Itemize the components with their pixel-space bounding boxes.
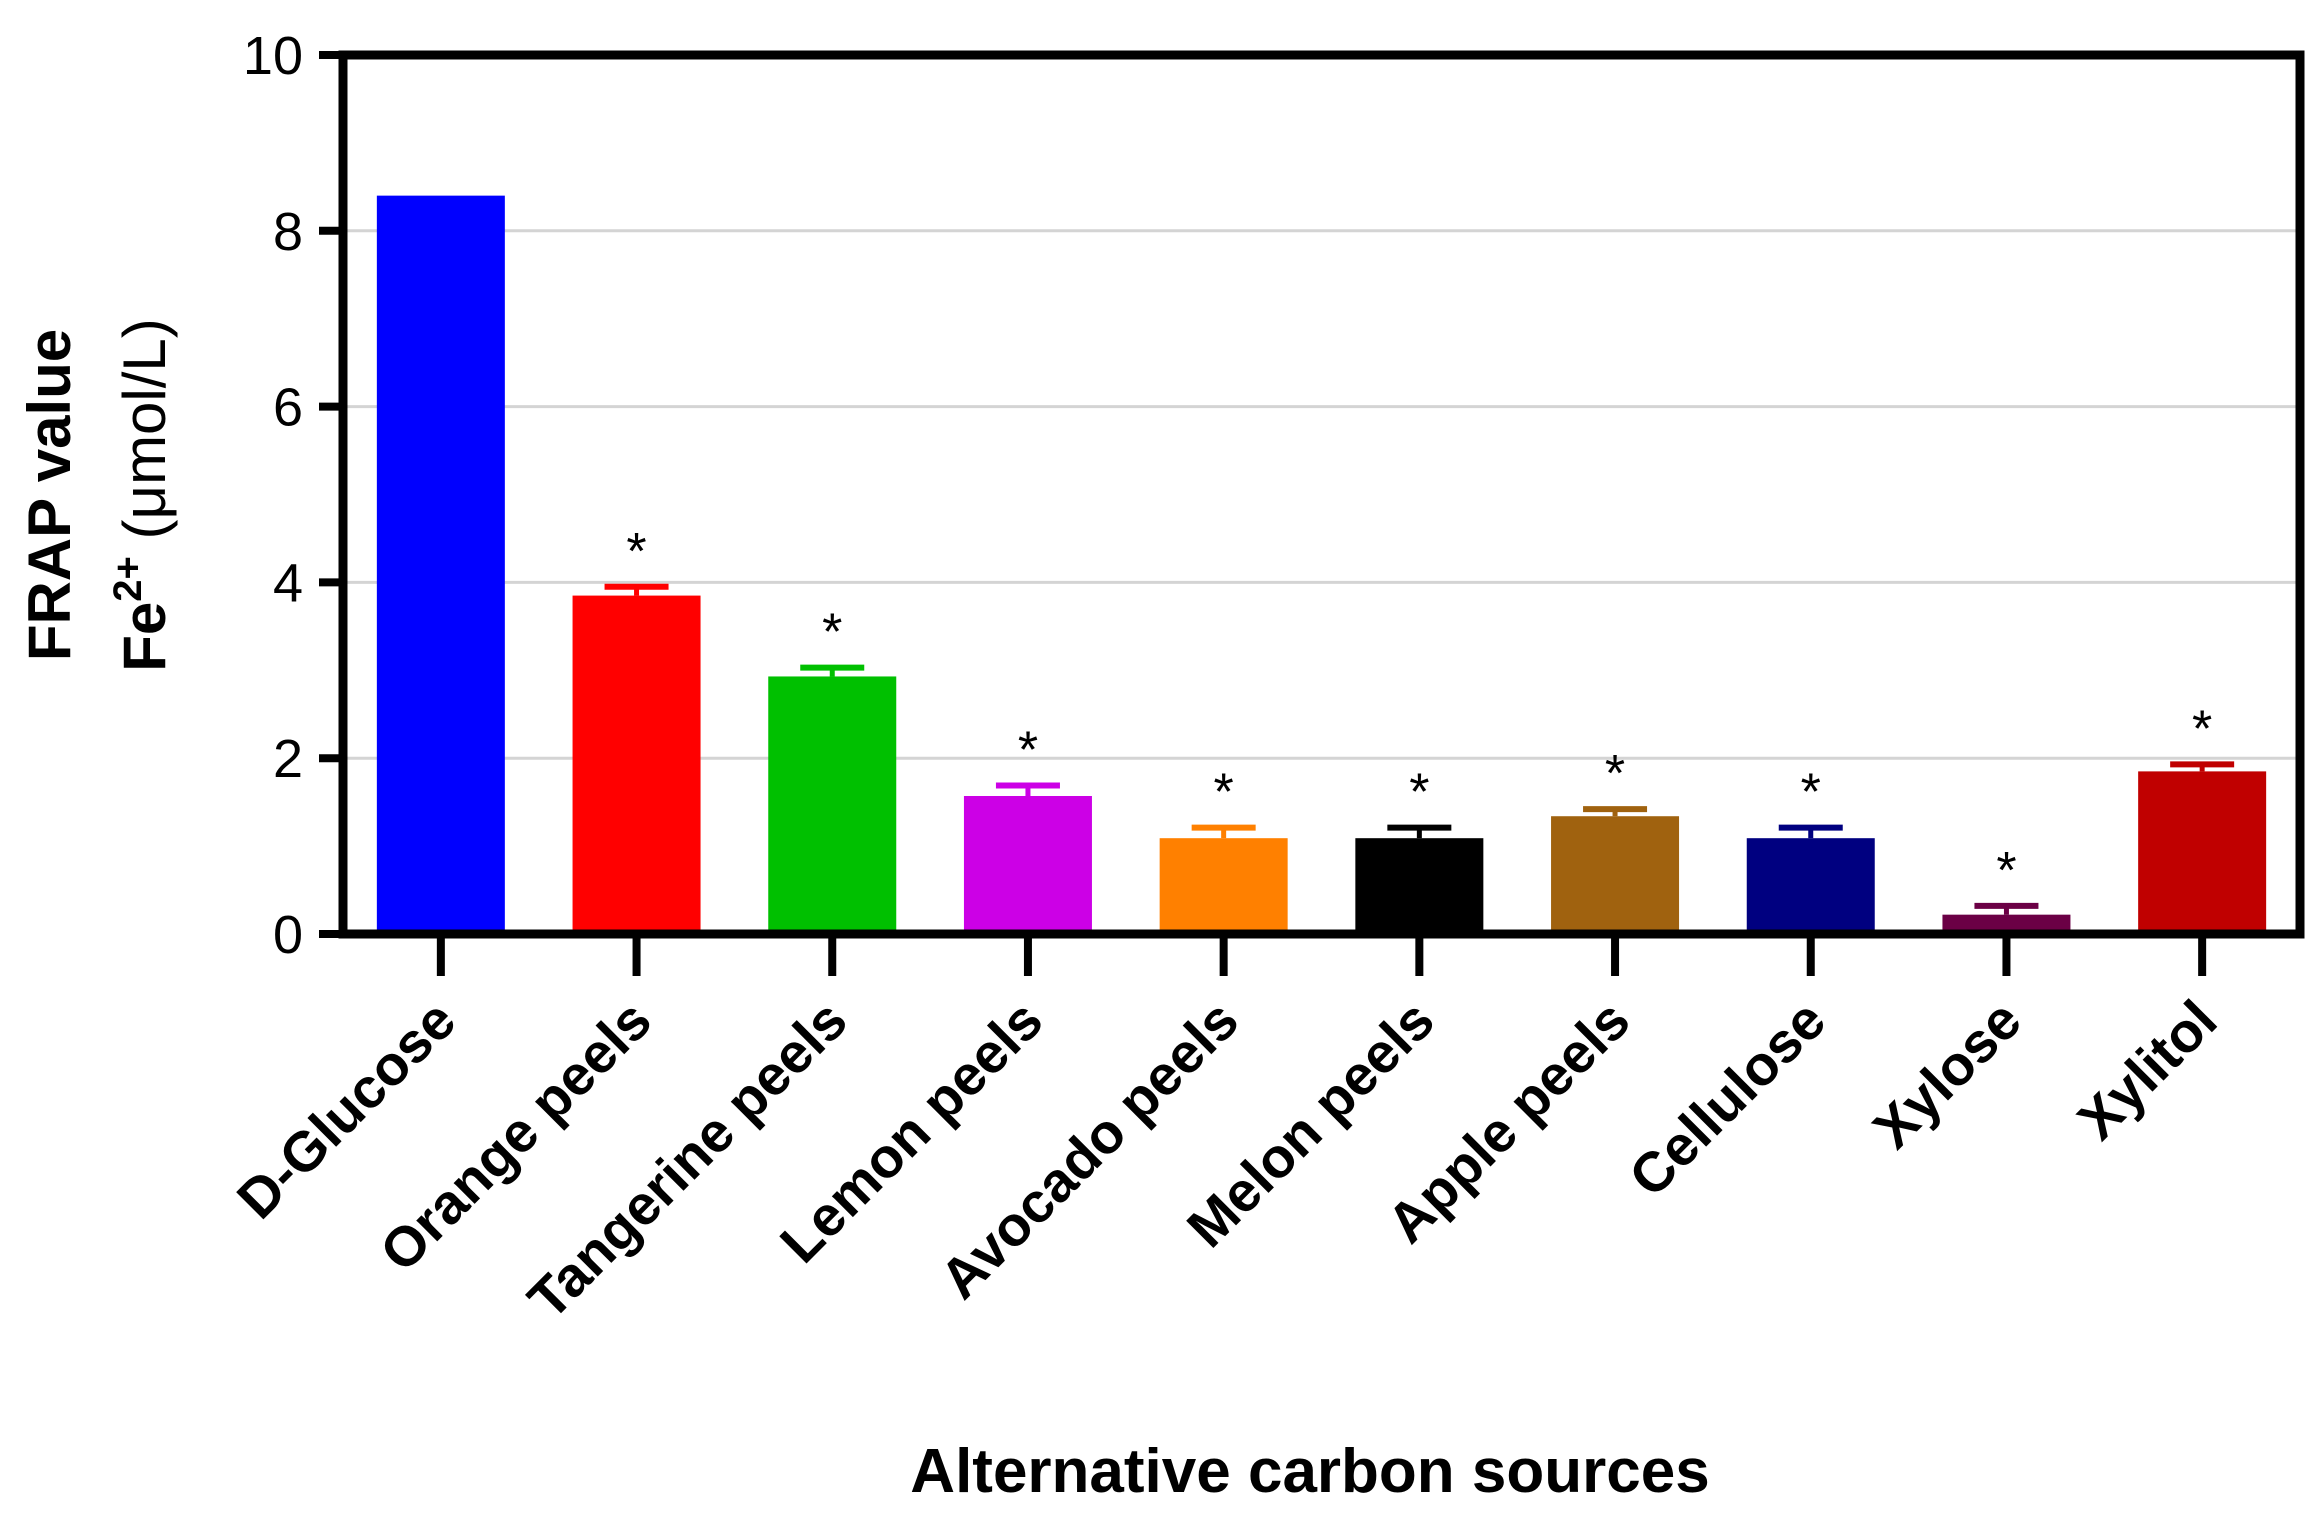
x-tick-label: Xylitol	[2065, 988, 2228, 1151]
axes	[338, 50, 2305, 939]
significance-star: *	[1409, 764, 1429, 822]
significance-star: *	[1801, 764, 1821, 822]
gridlines	[343, 229, 2300, 760]
bar	[963, 795, 1092, 934]
significance-star: *	[626, 523, 646, 581]
x-tick-label: Xylose	[1861, 988, 2033, 1160]
significance-star: *	[1018, 721, 1038, 779]
y-ticks: 0 2 4 6 8 10	[243, 26, 343, 965]
bar	[768, 676, 897, 934]
y-axis-title-suffix: (μmol/L)	[111, 318, 178, 556]
bar	[1355, 838, 1484, 934]
significance-star: *	[1605, 745, 1625, 803]
y-tick-label: 8	[273, 202, 303, 262]
bar	[376, 195, 505, 934]
x-tick-label: Cellulose	[1617, 988, 1838, 1209]
y-axis-title-prefix: Fe	[111, 602, 178, 672]
significance-star: *	[822, 604, 842, 662]
bar	[1551, 816, 1680, 934]
y-axis-title-line1: FRAP value	[16, 329, 83, 661]
y-tick-label: 6	[273, 378, 303, 438]
y-tick-label: 10	[243, 26, 303, 86]
y-tick-label: 0	[273, 905, 303, 965]
bar	[2138, 771, 2267, 934]
plot-frame	[338, 50, 2305, 939]
y-axis-title-superscript: 2+	[106, 556, 150, 602]
y-tick-label: 4	[273, 553, 303, 613]
bar	[1159, 838, 1288, 934]
y-tick-label: 2	[273, 729, 303, 789]
bar	[1942, 914, 2071, 934]
y-axis-title-line2: Fe2+ (μmol/L)	[106, 318, 178, 672]
x-axis-title: Alternative carbon sources	[910, 1437, 1709, 1506]
significance-star: *	[1996, 842, 2016, 900]
significance-star: *	[1214, 764, 1234, 822]
bar	[1746, 838, 1875, 934]
significance-star: *	[2192, 700, 2212, 758]
error-bars	[604, 583, 2235, 915]
bars	[376, 195, 2267, 934]
bar	[572, 595, 701, 934]
significance-markers: * * * * * * * * *	[626, 523, 2212, 900]
